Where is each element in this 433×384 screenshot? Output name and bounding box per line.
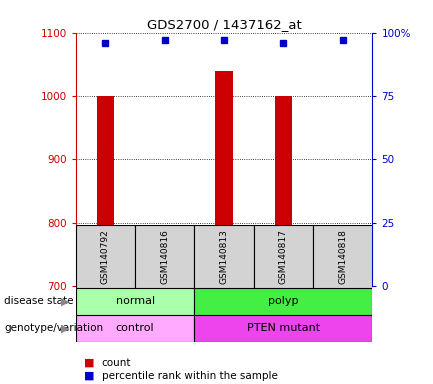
Text: disease state: disease state [4, 296, 74, 306]
Bar [97, 96, 114, 286]
Text: count: count [102, 358, 131, 368]
Title: GDS2700 / 1437162_at: GDS2700 / 1437162_at [147, 18, 301, 31]
Bar [194, 288, 372, 315]
Bar [194, 225, 254, 288]
Text: ■: ■ [84, 371, 95, 381]
Text: GSM140816: GSM140816 [160, 229, 169, 284]
Bar [254, 225, 313, 288]
Text: ▶: ▶ [61, 296, 69, 306]
Text: GSM140817: GSM140817 [279, 229, 288, 284]
Text: GSM140818: GSM140818 [338, 229, 347, 284]
Bar [313, 225, 372, 288]
Text: genotype/variation: genotype/variation [4, 323, 103, 333]
Text: control: control [116, 323, 155, 333]
Bar [76, 315, 194, 342]
Text: normal: normal [116, 296, 155, 306]
Text: ■: ■ [84, 358, 95, 368]
Bar [135, 225, 194, 288]
Bar [215, 71, 233, 286]
Bar [194, 315, 372, 342]
Bar [334, 229, 352, 286]
Bar [76, 288, 194, 315]
Text: GSM140813: GSM140813 [220, 229, 229, 284]
Text: GSM140792: GSM140792 [101, 229, 110, 284]
Text: percentile rank within the sample: percentile rank within the sample [102, 371, 278, 381]
Text: ▶: ▶ [61, 323, 69, 333]
Text: polyp: polyp [268, 296, 299, 306]
Bar [156, 270, 174, 286]
Bar [275, 96, 292, 286]
Bar [76, 225, 135, 288]
Text: PTEN mutant: PTEN mutant [247, 323, 320, 333]
